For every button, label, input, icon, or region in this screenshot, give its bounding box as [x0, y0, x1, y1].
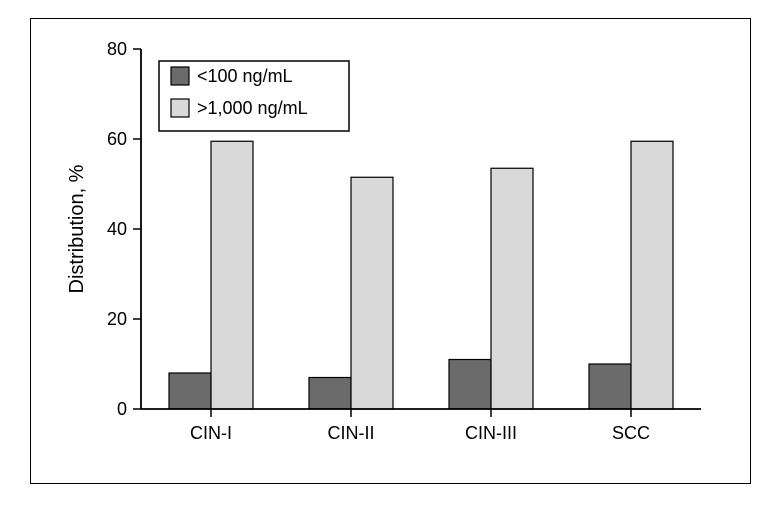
distribution-bar-chart: 0 20 40 60 80 Distribution, % CIN-I CIN-II CIN-I… — [31, 19, 747, 481]
bar-low — [589, 364, 631, 409]
y-axis-label: Distribution, % — [66, 164, 88, 293]
bar-low — [449, 360, 491, 410]
y-tick-label: 20 — [107, 309, 127, 329]
y-tick-label: 40 — [107, 219, 127, 239]
x-tick-label: CIN-III — [465, 423, 517, 443]
bar-low — [169, 373, 211, 409]
legend-swatch-low — [171, 67, 189, 85]
y-tick-label: 0 — [117, 399, 127, 419]
x-tick-label: CIN-I — [190, 423, 232, 443]
y-tick-label: 80 — [107, 39, 127, 59]
x-tick-label: SCC — [612, 423, 650, 443]
bar-high — [631, 141, 673, 409]
bar-high — [351, 177, 393, 409]
legend-swatch-high — [171, 99, 189, 117]
legend-label-high: >1,000 ng/mL — [197, 98, 308, 118]
figure-container: 0 20 40 60 80 Distribution, % CIN-I CIN-II CIN-I… — [0, 0, 781, 506]
bar-high — [211, 141, 253, 409]
chart-frame: 0 20 40 60 80 Distribution, % CIN-I CIN-II CIN-I… — [30, 18, 751, 484]
legend-label-low: <100 ng/mL — [197, 66, 293, 86]
x-tick-label: CIN-II — [328, 423, 375, 443]
bar-high — [491, 168, 533, 409]
bar-low — [309, 378, 351, 410]
y-tick-label: 60 — [107, 129, 127, 149]
